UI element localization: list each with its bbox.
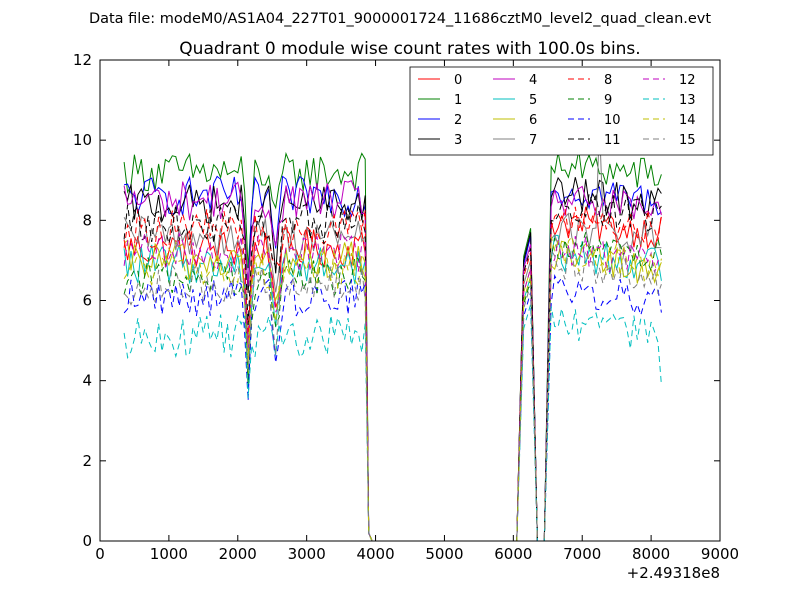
chart-title: Quadrant 0 module wise count rates with … [179,39,640,59]
x-tick-label: 3000 [288,545,326,563]
y-tick-label: 6 [82,292,92,310]
series-line-10 [123,274,662,542]
series-lines [123,124,662,542]
legend-label-12: 12 [679,73,696,88]
series-line-2 [124,175,662,542]
legend-label-9: 9 [604,93,612,108]
series-line-3 [123,176,662,542]
x-tick-label: 9000 [701,545,739,563]
x-offset-label: +2.49318e8 [627,564,720,582]
y-tick-label: 4 [82,372,92,390]
series-line-12 [123,231,662,542]
series-line-15 [123,247,662,542]
x-tick-label: 1000 [150,545,188,563]
series-line-5 [123,234,662,542]
x-tick-label: 6000 [494,545,532,563]
x-tick-label: 7000 [563,545,601,563]
legend-label-8: 8 [604,73,612,88]
y-tick-label: 8 [82,211,92,229]
legend-label-6: 6 [529,113,537,128]
legend-label-10: 10 [604,113,621,128]
legend-label-15: 15 [679,133,696,148]
x-tick-label: 2000 [219,545,257,563]
x-tick-label: 8000 [632,545,670,563]
y-tick-label: 12 [73,51,92,69]
legend-label-2: 2 [454,113,462,128]
y-tick-label: 10 [73,131,92,149]
legend-label-11: 11 [604,133,621,148]
axes: 0 1000 2000 3000 4000 5000 6000 7000 8000 9000 0 2 4… [73,51,739,563]
legend-label-5: 5 [529,93,537,108]
series-line-8 [123,206,662,542]
x-tick-label: 4000 [356,545,394,563]
x-tick-label: 0 [95,545,105,563]
legend-box [409,66,714,156]
series-line-4 [123,180,662,542]
series-line-1 [123,150,662,542]
legend-label-14: 14 [679,113,696,128]
x-tick-label: 5000 [425,545,463,563]
y-tick-label: 2 [82,452,92,470]
legend-label-4: 4 [529,73,537,88]
legend-label-0: 0 [454,73,462,88]
legend-label-13: 13 [679,93,696,108]
series-line-13 [123,304,662,542]
legend-label-1: 1 [454,93,462,108]
series-line-11 [123,192,662,542]
series-line-0 [123,206,662,542]
legend-label-7: 7 [529,133,537,148]
legend-label-3: 3 [454,133,462,148]
y-tick-label: 0 [82,532,92,550]
chart-suptitle: Data file: modeM0/AS1A04_227T01_90000017… [89,11,711,27]
series-line-14 [123,235,662,542]
series-line-9 [123,232,662,542]
series-line-7 [123,124,662,542]
